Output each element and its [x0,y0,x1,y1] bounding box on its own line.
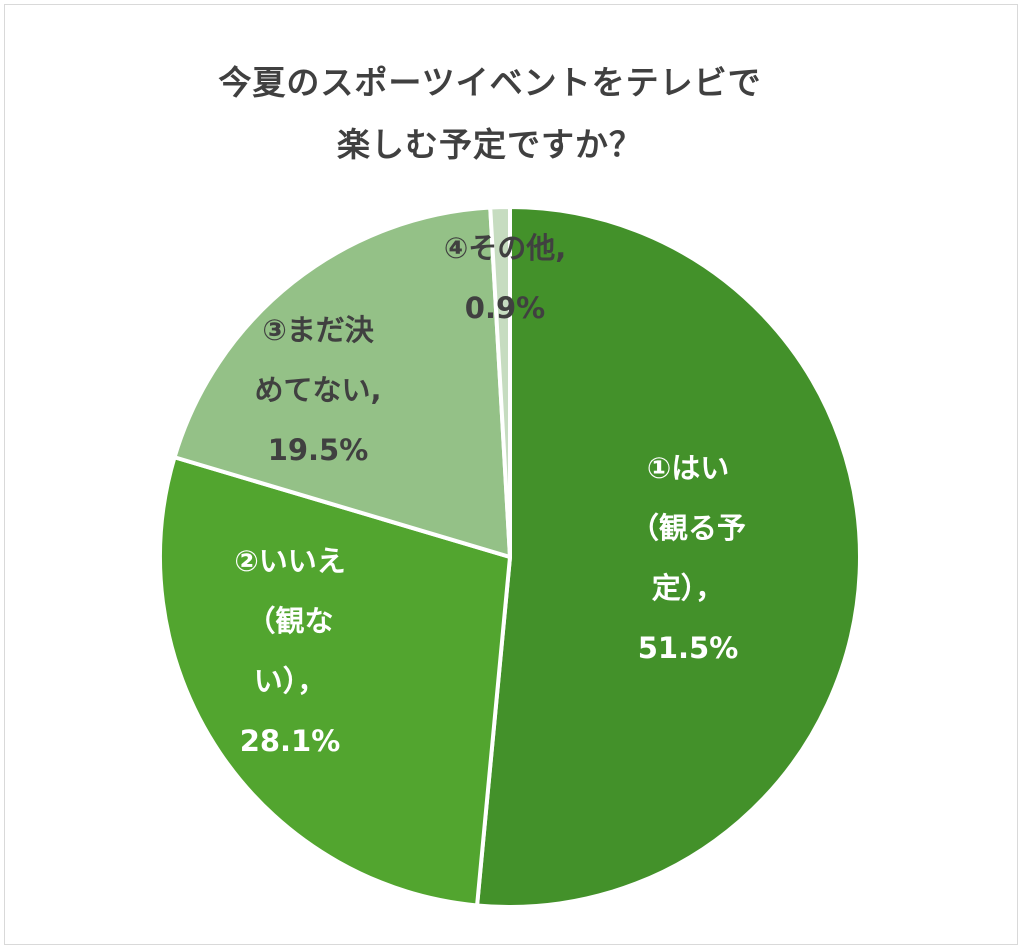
pie-slice-3 [172,205,512,559]
slice-label-2-line-4: 28.1% [240,724,341,758]
slice-label-4: ④その他, 0.9% [444,231,567,325]
slice-label-4-line-1: ④その他, [444,231,567,265]
slice-label-1-line-4: 51.5% [638,631,739,665]
slice-label-1-line-3: 定）， [652,571,725,605]
slice-label-3-line-3: 19.5% [268,433,369,467]
pie-labels: ①はい （観る予定）， 51.5% ②いいえ （観ない）， 28.1% ③まだ決めてない, 1… [234,231,746,758]
pie-slices [158,205,862,909]
slice-label-3: ③まだ決めてない, 19.5% [254,313,381,467]
slice-label-1: ①はい （観る予定）， 51.5% [630,451,746,665]
chart-title-line-2: 楽しむ予定ですか？ [337,125,643,164]
slice-label-3-line-1: ③まだ決 [262,313,375,347]
slice-label-2-line-2: （観な [246,604,333,638]
slice-label-1-line-2: （観る予 [630,511,746,545]
chart-title-line-1: 今夏のスポーツイベントをテレビで [218,63,762,102]
slice-label-2-line-1: ②いいえ [234,544,346,578]
slice-label-2-line-3: い）， [254,664,327,698]
pie-slice-2 [158,455,512,908]
slice-label-4-line-2: 0.9% [465,291,545,325]
pie-slice-1 [475,205,862,909]
slice-label-1-line-1: ①はい [647,451,730,485]
pie-slice-4 [488,205,512,559]
slice-label-2: ②いいえ （観ない）， 28.1% [234,544,346,758]
slice-label-3-line-2: めてない, [254,373,381,407]
chart-title: 今夏のスポーツイベントをテレビで 楽しむ予定ですか？ [0,52,980,176]
